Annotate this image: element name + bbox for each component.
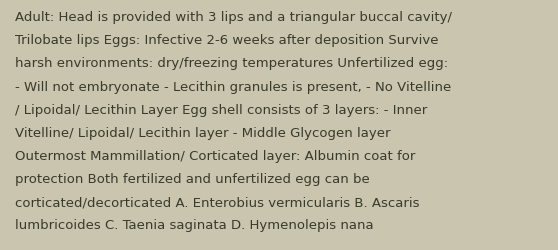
Text: corticated/decorticated A. Enterobius vermicularis B. Ascaris: corticated/decorticated A. Enterobius ve… [15,195,420,208]
Text: Adult: Head is provided with 3 lips and a triangular buccal cavity/: Adult: Head is provided with 3 lips and … [15,11,452,24]
Text: Outermost Mammillation/ Corticated layer: Albumin coat for: Outermost Mammillation/ Corticated layer… [15,149,416,162]
Text: Trilobate lips Eggs: Infective 2-6 weeks after deposition Survive: Trilobate lips Eggs: Infective 2-6 weeks… [15,34,439,47]
Text: harsh environments: dry/freezing temperatures Unfertilized egg:: harsh environments: dry/freezing tempera… [15,57,448,70]
Text: - Will not embryonate - Lecithin granules is present, - No Vitelline: - Will not embryonate - Lecithin granule… [15,80,451,93]
Text: lumbricoides C. Taenia saginata D. Hymenolepis nana: lumbricoides C. Taenia saginata D. Hymen… [15,218,374,231]
Text: protection Both fertilized and unfertilized egg can be: protection Both fertilized and unfertili… [15,172,370,185]
Text: / Lipoidal/ Lecithin Layer Egg shell consists of 3 layers: - Inner: / Lipoidal/ Lecithin Layer Egg shell con… [15,103,427,116]
Text: Vitelline/ Lipoidal/ Lecithin layer - Middle Glycogen layer: Vitelline/ Lipoidal/ Lecithin layer - Mi… [15,126,391,139]
